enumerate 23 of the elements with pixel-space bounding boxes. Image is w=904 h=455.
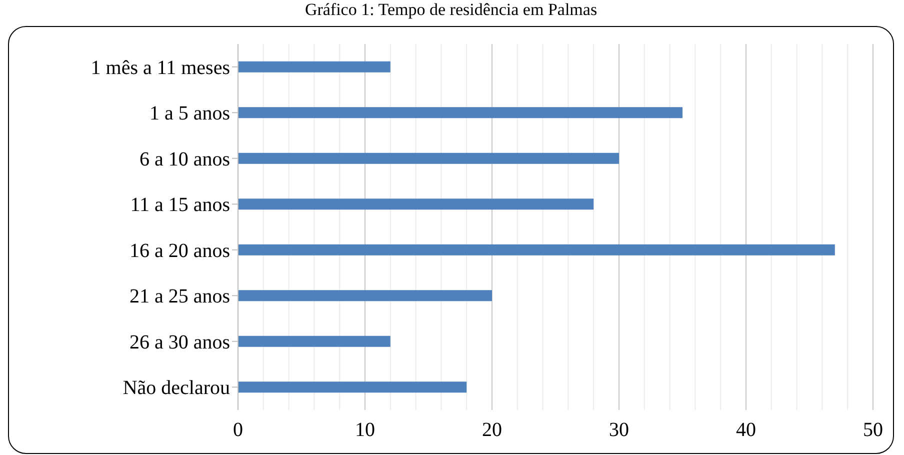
bar — [238, 336, 390, 347]
x-tick-label: 0 — [233, 419, 243, 442]
y-tick-label: 1 mês a 11 meses — [90, 56, 230, 79]
x-tick-label: 50 — [863, 419, 883, 442]
x-tick-label: 40 — [736, 419, 756, 442]
bar — [238, 244, 835, 256]
y-tick-label: 16 a 20 anos — [129, 240, 230, 262]
y-tick-label: 26 a 30 anos — [129, 331, 230, 354]
x-tick-label: 10 — [355, 419, 375, 442]
x-tick-label: 30 — [609, 419, 629, 442]
y-tick-label: 1 a 5 anos — [149, 102, 230, 125]
bar — [238, 107, 682, 118]
bar — [238, 152, 619, 164]
bar — [238, 198, 594, 210]
bar — [238, 382, 467, 393]
y-tick-label: 11 a 15 anos — [130, 194, 230, 216]
y-tick-label: Não declarou — [122, 377, 230, 400]
bar — [238, 61, 390, 72]
chart-title: Gráfico 1: Tempo de residência em Palmas — [298, 0, 604, 19]
bar — [238, 290, 492, 302]
y-tick-label: 6 a 10 anos — [139, 148, 230, 170]
y-tick-label: 21 a 25 anos — [129, 286, 230, 308]
x-tick-label: 20 — [482, 419, 502, 442]
